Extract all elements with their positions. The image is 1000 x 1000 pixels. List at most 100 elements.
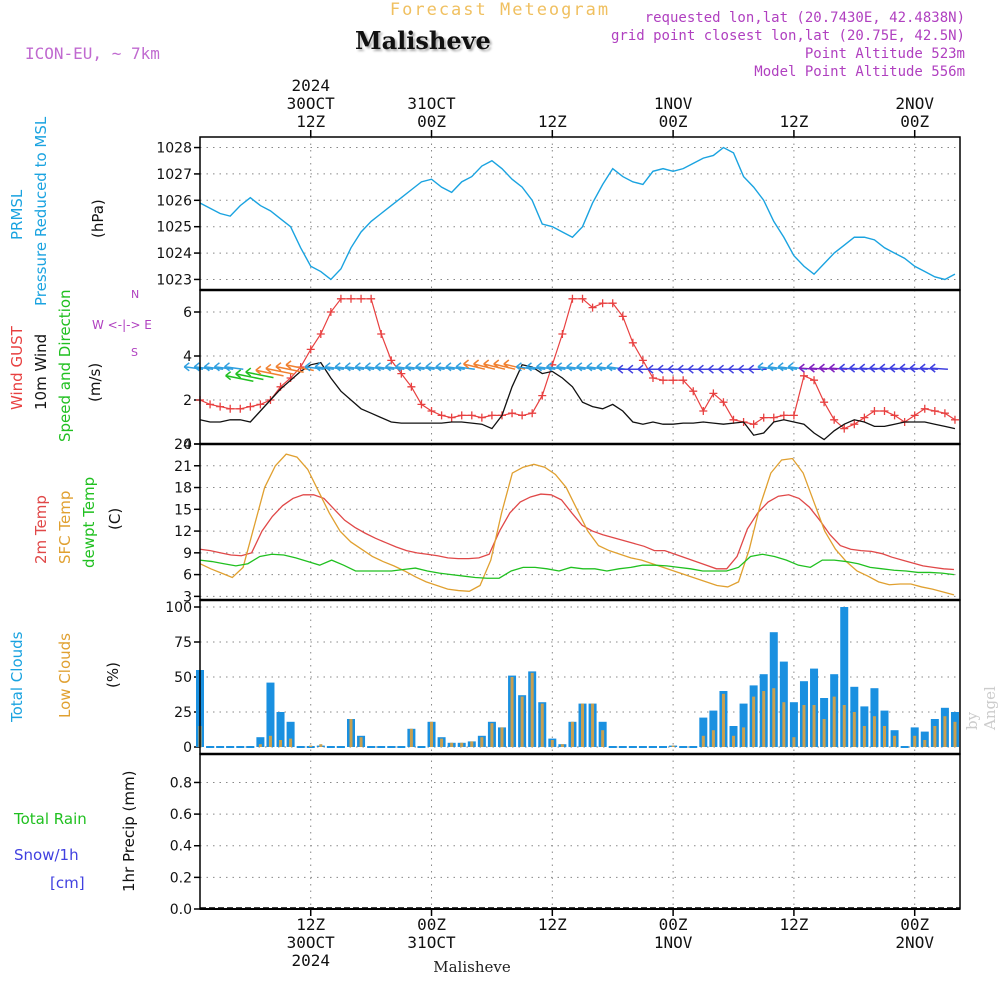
requested-location: requested lon,lat (20.7430E, 42.4838N) (644, 10, 965, 26)
gust-point (860, 413, 869, 422)
low-clouds-bar (802, 705, 806, 747)
wind-arrow-head (405, 362, 412, 372)
wind-arrow-head (728, 364, 735, 374)
wind-arrow-head (493, 359, 500, 369)
wind-direction-arrow (596, 366, 616, 370)
low-clouds-bar (782, 702, 786, 747)
wind-direction-arrow (757, 366, 777, 370)
wind-direction-arrow (275, 365, 304, 373)
gust-point (659, 376, 668, 385)
low-clouds-bar (581, 703, 585, 747)
wind-direction-arrow (304, 366, 324, 370)
low-clouds-bar (812, 705, 816, 747)
wind-arrow-head (473, 359, 480, 369)
low-clouds-bar (732, 735, 736, 747)
low-clouds-bar (570, 721, 574, 747)
wind-arrow-head (224, 362, 230, 372)
wind-arrow-head (304, 362, 311, 372)
wind-direction-arrow (355, 366, 375, 370)
wind-direction-arrow (526, 366, 546, 370)
gust-point (236, 404, 245, 413)
y-tick-label: 12 (174, 524, 192, 540)
low-clouds-bar (752, 696, 756, 747)
gust-point (830, 415, 839, 424)
y-tick-label: 24 (174, 437, 192, 453)
low-clouds-bar (349, 719, 353, 747)
wind-arrow-head (395, 362, 402, 372)
y-tick-label: 2 (183, 393, 192, 409)
wind-arrow-head (375, 362, 381, 372)
low-clouds-bar (822, 719, 826, 747)
low-clouds-bar (721, 693, 725, 747)
low-clouds-bar (872, 716, 876, 747)
wind-arrow-head (245, 367, 252, 377)
wind-arrow-head (586, 362, 593, 372)
wind-arrow-head (687, 364, 694, 374)
gust-point (779, 411, 788, 420)
gust-point (618, 312, 627, 321)
y-tick-label: 0 (183, 740, 192, 756)
low-clouds-bar (268, 735, 272, 747)
wind-arrow-head (899, 363, 906, 373)
wind-arrow-head (919, 363, 926, 373)
wind-arrow-head (767, 362, 774, 372)
compass-north-label: N (131, 288, 140, 301)
low-clouds-bar (842, 705, 846, 747)
wind-arrow-head (909, 363, 916, 373)
gust-point (538, 391, 547, 400)
time-label-bottom: 12Z (538, 915, 567, 934)
gust-point (598, 299, 607, 308)
time-label-top: 00Z (659, 112, 688, 131)
time-label-top: 31OCT (407, 94, 456, 113)
wind-arrow-head (738, 364, 745, 374)
gust-point (246, 402, 255, 411)
gust-point (528, 409, 537, 418)
low-clouds-bar (289, 738, 293, 747)
time-label-bottom: 00Z (659, 915, 688, 934)
gust-point (336, 294, 345, 303)
gust-point (397, 369, 406, 378)
gust-point (840, 424, 849, 433)
wind-direction-arrow (325, 366, 345, 370)
time-label-top: 00Z (900, 112, 929, 131)
wind-direction-arrow (405, 366, 425, 370)
time-label-bottom: 30OCT (287, 933, 336, 952)
wind-arrow-head (536, 362, 543, 372)
gust-point (558, 330, 567, 338)
wind-direction-arrow (425, 366, 445, 370)
station-name: Malisheve (355, 26, 491, 55)
wind-arrow-head (546, 362, 553, 372)
gust-point (810, 376, 819, 385)
wind-arrow-head (255, 365, 262, 375)
y-tick-label: 21 (174, 459, 192, 475)
y-tick-label: 1024 (156, 246, 192, 262)
time-label-bottom: 12Z (779, 915, 808, 934)
y-tick-label: 0.0 (170, 902, 192, 918)
wind-arrow-head (385, 362, 392, 372)
total-clouds-bar (266, 682, 275, 747)
wind-arrow-head (364, 362, 371, 372)
clouds-low-label: Low Clouds (56, 633, 74, 718)
y-tick-label: 25 (174, 705, 192, 721)
snow-unit-label: [cm] (50, 874, 85, 892)
low-clouds-bar (591, 703, 595, 747)
wind-arrow-head (515, 362, 522, 372)
time-label-bottom: 00Z (417, 915, 446, 934)
low-clouds-bar (279, 740, 283, 747)
temp-dew-label: dewpt Temp (80, 476, 98, 568)
wind-direction-arrow (375, 366, 395, 370)
precip-unit: 1hr Precip (mm) (120, 770, 138, 892)
gust-point (256, 400, 265, 409)
gust-point (749, 420, 758, 429)
wind-arrow-head (617, 364, 624, 374)
temp-2m-series-line (199, 493, 955, 571)
wind-arrow-head (798, 363, 805, 373)
wind-direction-arrow (463, 363, 486, 370)
low-clouds-bar (500, 727, 504, 747)
wind-direction-arrow (767, 366, 787, 370)
total-clouds-bar (256, 737, 265, 747)
time-label-bottom: 2024 (291, 951, 330, 970)
wind-arrow-head (677, 364, 684, 374)
low-clouds-bar (742, 727, 746, 747)
